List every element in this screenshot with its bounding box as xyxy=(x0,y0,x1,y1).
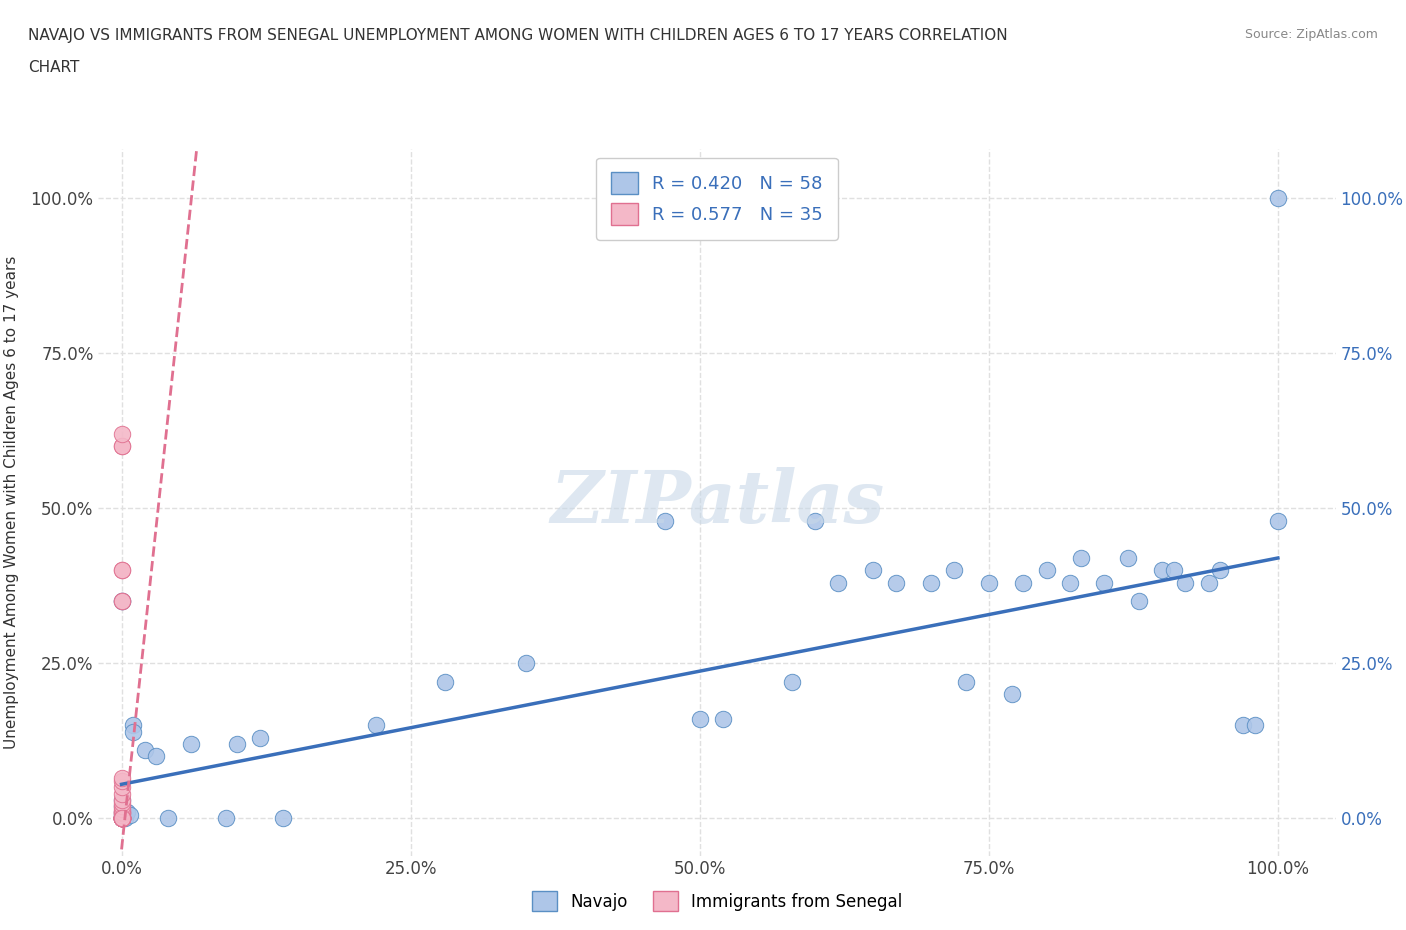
Point xyxy=(364,718,387,733)
Point xyxy=(827,576,849,591)
Point xyxy=(1232,718,1254,733)
Text: Source: ZipAtlas.com: Source: ZipAtlas.com xyxy=(1244,28,1378,41)
Point xyxy=(180,737,202,751)
Point xyxy=(145,749,167,764)
Point xyxy=(110,806,132,821)
Point xyxy=(122,718,145,733)
Point xyxy=(110,808,132,823)
Point xyxy=(110,811,132,826)
Text: NAVAJO VS IMMIGRANTS FROM SENEGAL UNEMPLOYMENT AMONG WOMEN WITH CHILDREN AGES 6 : NAVAJO VS IMMIGRANTS FROM SENEGAL UNEMPL… xyxy=(28,28,1008,43)
Point xyxy=(249,730,271,745)
Point xyxy=(110,799,132,814)
Point xyxy=(110,799,132,814)
Point xyxy=(780,674,803,689)
Point xyxy=(110,811,132,826)
Point xyxy=(110,795,132,810)
Point xyxy=(110,811,132,826)
Point xyxy=(110,811,132,826)
Point xyxy=(114,811,136,826)
Point xyxy=(110,811,132,826)
Point xyxy=(1174,576,1197,591)
Point xyxy=(110,804,132,819)
Point xyxy=(110,594,132,609)
Point xyxy=(110,811,132,826)
Point xyxy=(110,804,132,819)
Point xyxy=(977,576,1000,591)
Point xyxy=(110,802,132,817)
Point xyxy=(110,811,132,826)
Point xyxy=(110,594,132,609)
Point xyxy=(110,594,132,609)
Point xyxy=(434,674,457,689)
Point xyxy=(1267,191,1289,206)
Y-axis label: Unemployment Among Women with Children Ages 6 to 17 years: Unemployment Among Women with Children A… xyxy=(4,256,20,749)
Point xyxy=(110,811,132,826)
Point xyxy=(1198,576,1220,591)
Point xyxy=(1163,563,1185,578)
Point xyxy=(110,771,132,786)
Point xyxy=(884,576,907,591)
Point xyxy=(1267,513,1289,528)
Point xyxy=(110,427,132,442)
Point xyxy=(1035,563,1057,578)
Point xyxy=(943,563,966,578)
Point xyxy=(110,811,132,826)
Point xyxy=(110,594,132,609)
Point xyxy=(110,811,132,826)
Point xyxy=(1070,551,1092,565)
Point xyxy=(1001,687,1024,702)
Point xyxy=(110,811,132,826)
Point xyxy=(1152,563,1174,578)
Point xyxy=(654,513,676,528)
Point xyxy=(273,811,295,826)
Point xyxy=(955,674,977,689)
Point xyxy=(1059,576,1081,591)
Text: ZIPatlas: ZIPatlas xyxy=(550,467,884,538)
Point xyxy=(110,811,132,826)
Text: CHART: CHART xyxy=(28,60,80,75)
Point xyxy=(110,439,132,454)
Point xyxy=(711,711,734,726)
Point xyxy=(689,711,711,726)
Point xyxy=(134,743,156,758)
Point xyxy=(110,811,132,826)
Point xyxy=(110,804,132,819)
Point xyxy=(1209,563,1232,578)
Point xyxy=(110,811,132,826)
Point xyxy=(118,808,141,823)
Point xyxy=(110,811,132,826)
Point xyxy=(110,811,132,826)
Point xyxy=(214,811,236,826)
Point xyxy=(920,576,942,591)
Point xyxy=(117,804,139,819)
Point xyxy=(110,563,132,578)
Point xyxy=(110,792,132,807)
Point xyxy=(1116,551,1139,565)
Point xyxy=(110,811,132,826)
Point xyxy=(110,811,132,826)
Point xyxy=(110,811,132,826)
Point xyxy=(1094,576,1116,591)
Point xyxy=(1243,718,1265,733)
Point xyxy=(110,808,132,823)
Point xyxy=(226,737,249,751)
Point xyxy=(110,811,132,826)
Point xyxy=(110,811,132,826)
Point xyxy=(110,811,132,826)
Point xyxy=(110,774,132,789)
Point xyxy=(862,563,884,578)
Legend: Navajo, Immigrants from Senegal: Navajo, Immigrants from Senegal xyxy=(526,884,908,918)
Point xyxy=(110,792,132,807)
Point xyxy=(804,513,827,528)
Point xyxy=(110,780,132,795)
Point xyxy=(515,656,537,671)
Point xyxy=(110,811,132,826)
Point xyxy=(1128,594,1150,609)
Point xyxy=(122,724,145,739)
Point xyxy=(1012,576,1035,591)
Point xyxy=(110,439,132,454)
Point xyxy=(110,786,132,801)
Point xyxy=(110,563,132,578)
Point xyxy=(156,811,179,826)
